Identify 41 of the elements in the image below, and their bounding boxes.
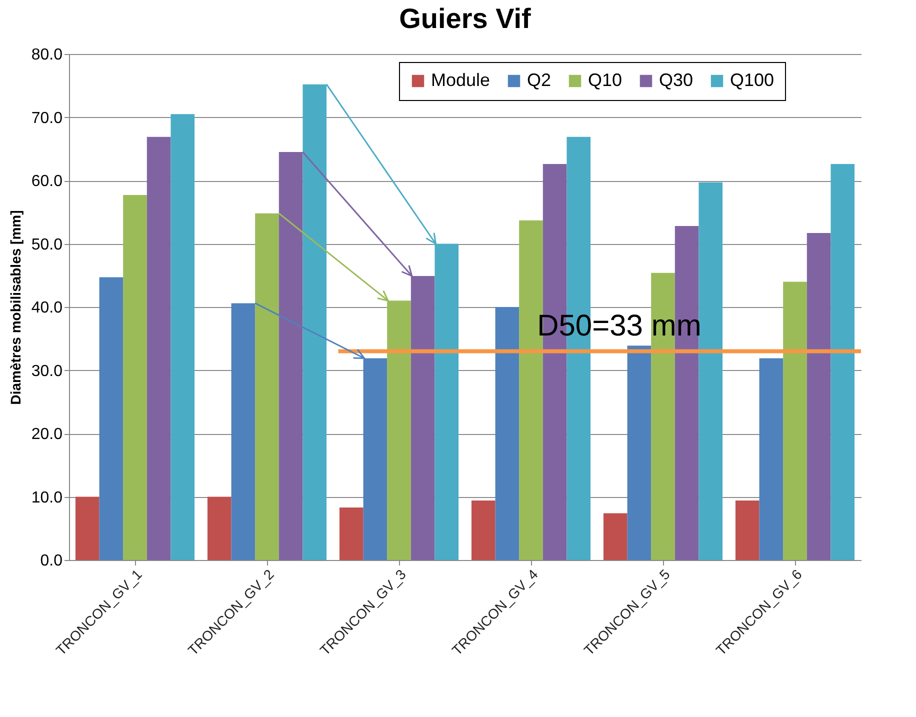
y-tick-label: 70.0 [31, 110, 63, 127]
bar [735, 500, 760, 560]
legend-label: Q30 [659, 70, 694, 90]
bar [387, 300, 411, 560]
y-tick-label: 50.0 [31, 236, 63, 254]
bar [75, 496, 100, 560]
bar [339, 508, 364, 560]
bar [806, 233, 831, 560]
bar [495, 307, 520, 560]
bar [255, 213, 279, 560]
bar [759, 358, 784, 560]
bar [231, 303, 256, 560]
y-tick-label: 40.0 [31, 300, 63, 316]
legend-label: Q100 [730, 70, 774, 90]
bar [302, 84, 327, 560]
bar [123, 195, 147, 560]
bar [146, 136, 171, 560]
bar [99, 277, 124, 560]
bar [434, 244, 459, 560]
bar [830, 164, 855, 560]
bar [603, 513, 628, 560]
legend-label: Module [431, 70, 490, 90]
bar [471, 500, 496, 560]
bar [410, 276, 435, 560]
y-tick-label: 60.0 [31, 173, 63, 190]
chart-title: Guiers Vif [399, 3, 532, 34]
legend-label: Q2 [527, 70, 552, 90]
y-tick-label: 80.0 [31, 46, 63, 64]
bar [278, 152, 303, 560]
bar [207, 496, 232, 560]
y-tick-label: 30.0 [31, 362, 63, 380]
y-tick-label: 20.0 [31, 426, 63, 443]
bar [783, 282, 807, 560]
bar [363, 358, 388, 560]
y-tick-label: 0.0 [40, 552, 63, 570]
bar [627, 346, 652, 560]
legend-label: Q10 [588, 70, 622, 90]
y-axis-title: Diamètres mobilisables [mm] [7, 210, 24, 405]
bar [170, 114, 195, 560]
bar [698, 182, 723, 560]
y-tick-label: 10.0 [31, 489, 63, 506]
